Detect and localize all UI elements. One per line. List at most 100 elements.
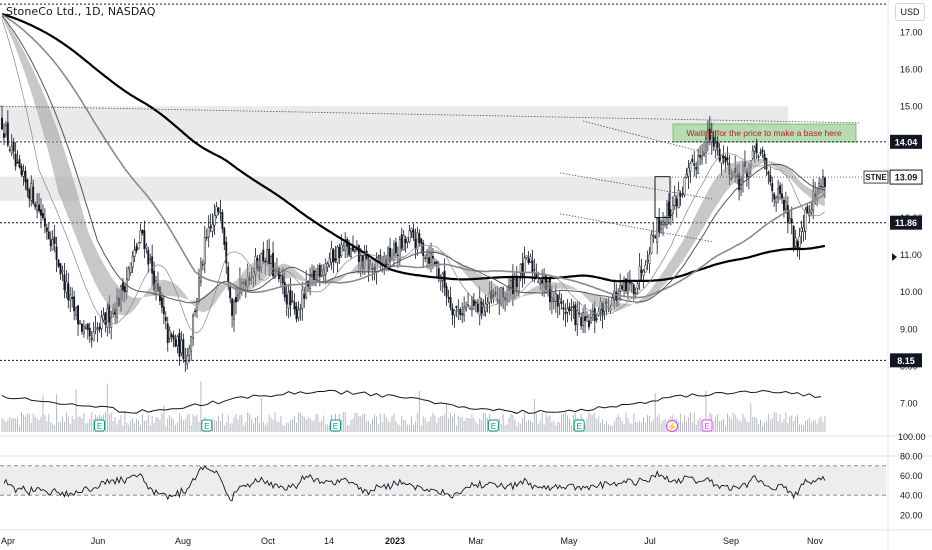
candle: [619, 285, 622, 293]
candle: [685, 174, 688, 178]
candle: [630, 282, 633, 285]
candle: [552, 299, 555, 302]
currency-badge[interactable]: USD: [895, 3, 925, 21]
candle: [59, 263, 62, 275]
candle: [722, 155, 725, 158]
candle: [562, 307, 565, 310]
annotation-text: Waiting for the price to make a base her…: [686, 128, 841, 138]
candle: [675, 198, 678, 207]
candle: [459, 308, 462, 316]
rsi-tick-label: 20.00: [900, 510, 923, 520]
candle: [759, 152, 762, 154]
candle: [632, 284, 635, 295]
candle: [151, 256, 154, 274]
candle: [794, 237, 797, 247]
candle: [147, 249, 150, 265]
candle: [299, 308, 302, 310]
candle: [658, 216, 661, 233]
level-price-label: 8.15: [897, 356, 915, 366]
x-tick-label: Mar: [468, 536, 484, 546]
candle: [792, 226, 795, 248]
candle: [272, 252, 275, 277]
candle: [149, 258, 152, 261]
candle: [412, 229, 415, 239]
candle: [215, 206, 218, 217]
candle: [213, 215, 216, 226]
candle: [396, 254, 399, 257]
candle: [394, 242, 397, 254]
candle: [336, 246, 339, 264]
candle: [414, 238, 417, 249]
x-tick-label: 2023: [385, 536, 405, 546]
candle: [135, 246, 138, 252]
candle: [469, 308, 471, 310]
candle: [800, 227, 803, 232]
candle: [77, 305, 79, 325]
candle: [318, 264, 321, 277]
candle: [689, 163, 692, 172]
candle: [584, 316, 586, 322]
candle: [408, 230, 411, 242]
level-price-label: 14.04: [895, 137, 918, 147]
candle: [593, 308, 596, 322]
candle: [613, 291, 616, 300]
candle: [574, 304, 577, 326]
candle: [482, 306, 485, 316]
ma-100-line: [1, 13, 826, 299]
symbol-tag: [863, 170, 889, 184]
trendline: [582, 120, 713, 155]
candle: [84, 327, 87, 329]
candle: [706, 129, 709, 143]
earnings-marker-label: E: [491, 422, 496, 431]
candle: [683, 177, 686, 196]
candle: [283, 282, 286, 298]
candle: [474, 302, 477, 304]
candle: [180, 340, 183, 354]
candle: [537, 281, 540, 284]
candle: [550, 297, 553, 303]
candle: [123, 286, 126, 293]
candle: [129, 262, 132, 274]
candle: [182, 339, 185, 360]
candle: [714, 142, 717, 151]
candle: [320, 270, 323, 276]
candle: [786, 205, 789, 223]
y-tick-label: 10.00: [900, 287, 923, 297]
candle: [18, 159, 21, 168]
candle: [638, 265, 641, 281]
candle: [209, 226, 212, 228]
candle: [404, 239, 407, 244]
candle: [467, 304, 470, 306]
candle: [190, 336, 193, 352]
candle: [168, 330, 171, 339]
candle: [22, 170, 25, 177]
candle: [664, 222, 666, 225]
candle: [625, 278, 627, 292]
candle: [697, 155, 700, 174]
candle: [769, 175, 772, 182]
candle: [422, 242, 425, 256]
candle: [316, 268, 319, 276]
candle: [455, 305, 458, 308]
candle: [192, 315, 195, 339]
candle: [513, 279, 516, 291]
candle: [644, 264, 647, 273]
candle: [201, 263, 204, 266]
x-tick-label: Aug: [175, 536, 191, 546]
candle: [16, 161, 19, 164]
candle: [652, 234, 655, 237]
last-price-tag: [889, 169, 923, 185]
candle: [79, 320, 81, 324]
candle: [621, 285, 624, 290]
candle: [133, 249, 136, 257]
candle: [237, 294, 239, 301]
candle: [519, 264, 522, 274]
candle: [42, 213, 44, 218]
candle: [627, 281, 629, 294]
candle: [217, 207, 220, 212]
y-tick-label: 15.00: [900, 102, 923, 112]
candle: [166, 323, 169, 344]
candle: [350, 247, 353, 257]
candle: [141, 229, 144, 234]
